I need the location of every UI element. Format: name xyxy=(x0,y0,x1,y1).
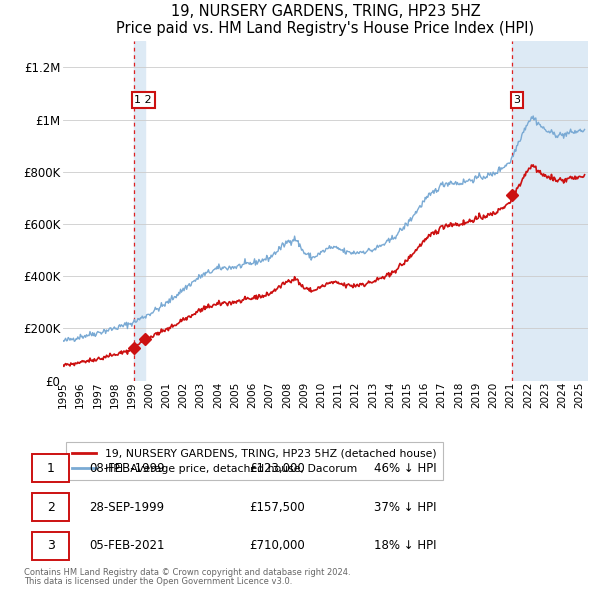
Text: 3: 3 xyxy=(47,539,55,552)
Bar xyxy=(134,41,145,381)
Text: 28-SEP-1999: 28-SEP-1999 xyxy=(89,500,164,513)
Legend: 19, NURSERY GARDENS, TRING, HP23 5HZ (detached house), HPI: Average price, detac: 19, NURSERY GARDENS, TRING, HP23 5HZ (de… xyxy=(66,442,443,480)
Text: £157,500: £157,500 xyxy=(250,500,305,513)
Text: 18% ↓ HPI: 18% ↓ HPI xyxy=(374,539,436,552)
Text: £710,000: £710,000 xyxy=(250,539,305,552)
Text: 2: 2 xyxy=(47,500,55,513)
Text: 37% ↓ HPI: 37% ↓ HPI xyxy=(374,500,436,513)
Text: 1: 1 xyxy=(47,461,55,474)
Text: £123,000: £123,000 xyxy=(250,461,305,474)
Text: Contains HM Land Registry data © Crown copyright and database right 2024.: Contains HM Land Registry data © Crown c… xyxy=(24,568,350,577)
Text: 46% ↓ HPI: 46% ↓ HPI xyxy=(374,461,436,474)
Text: This data is licensed under the Open Government Licence v3.0.: This data is licensed under the Open Gov… xyxy=(24,577,292,586)
FancyBboxPatch shape xyxy=(32,454,69,483)
FancyBboxPatch shape xyxy=(32,493,69,522)
Text: 3: 3 xyxy=(514,95,521,105)
Text: 05-FEB-2021: 05-FEB-2021 xyxy=(89,539,164,552)
Text: 1 2: 1 2 xyxy=(134,95,152,105)
Text: 08-FEB-1999: 08-FEB-1999 xyxy=(89,461,164,474)
FancyBboxPatch shape xyxy=(32,532,69,560)
Bar xyxy=(512,41,588,381)
Title: 19, NURSERY GARDENS, TRING, HP23 5HZ
Price paid vs. HM Land Registry's House Pri: 19, NURSERY GARDENS, TRING, HP23 5HZ Pri… xyxy=(116,4,535,36)
